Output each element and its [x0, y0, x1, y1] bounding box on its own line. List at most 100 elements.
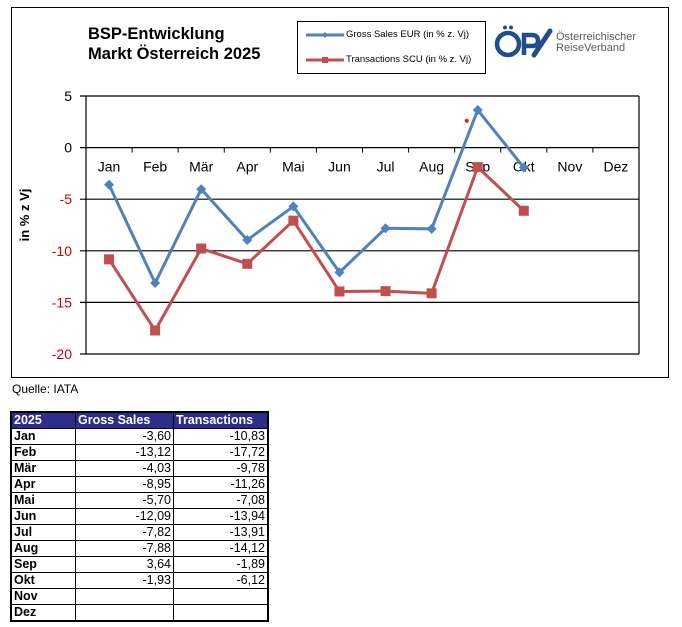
data-point-marker	[150, 325, 161, 336]
data-point-marker	[196, 243, 207, 254]
table-cell-month: Mai	[10, 492, 76, 509]
chart-title: BSP-Entwicklung Markt Österreich 2025	[88, 24, 260, 64]
annotation-dot	[464, 118, 469, 123]
data-point-marker	[518, 162, 529, 173]
chart-annotations	[464, 118, 469, 123]
table-header-transactions: Transactions	[173, 411, 269, 429]
data-point-marker	[334, 286, 345, 297]
table-cell-transactions: -7,08	[173, 492, 269, 509]
table-cell-gross-sales: -7,88	[75, 540, 174, 557]
table-row: Feb -13,12 -17,72	[10, 444, 269, 461]
table-header-year: 2025	[10, 411, 76, 429]
y-tick-label: -20	[52, 346, 72, 362]
orv-logo-line2: ReiseVerband	[556, 42, 626, 54]
legend-line-square-icon	[306, 56, 344, 63]
table-cell-transactions: -17,72	[173, 444, 269, 461]
chart-frame	[11, 7, 669, 378]
data-point-marker	[104, 254, 115, 265]
source-note: Quelle: IATA	[12, 382, 79, 396]
table-row: Okt -1,93 -6,12	[10, 572, 269, 589]
series-transactions	[104, 162, 529, 336]
table-cell-month: Jun	[10, 508, 76, 525]
table-cell-month: Jan	[10, 428, 76, 445]
x-tick-label: Nov	[557, 159, 582, 175]
table-cell-month: Sep	[10, 556, 76, 573]
data-point-marker	[380, 286, 391, 297]
table-cell-month: Jul	[10, 524, 76, 541]
data-point-marker	[150, 277, 161, 288]
y-tick-label: -10	[52, 243, 72, 259]
data-point-marker	[196, 184, 207, 195]
data-point-marker	[288, 215, 299, 226]
series-line	[107, 165, 525, 332]
table-cell-transactions: -13,94	[173, 508, 269, 525]
legend-item-transactions: Transactions SCU (in % z. Vj)	[306, 54, 471, 65]
x-tick-label: Feb	[143, 159, 167, 175]
table-row: Aug -7,88 -14,12	[10, 540, 269, 557]
table-cell-transactions: -11,26	[173, 476, 269, 493]
orv-logo-text: Österreichischer ReiseVerband	[556, 32, 636, 54]
x-tick-label: Apr	[236, 159, 258, 175]
chart-gridlines	[80, 95, 640, 355]
table-header-row: 2025 Gross Sales Transactions	[10, 411, 269, 429]
table-cell-gross-sales: -3,60	[75, 428, 174, 445]
table-row: Jun -12,09 -13,94	[10, 508, 269, 525]
series-gross-sales	[104, 105, 529, 288]
table-cell-gross-sales	[75, 604, 174, 622]
data-point-marker	[380, 223, 391, 234]
table-cell-transactions: -10,83	[173, 428, 269, 445]
legend-item-gross-sales: Gross Sales EUR (in % z. Vj)	[306, 29, 469, 40]
table-cell-month: Feb	[10, 444, 76, 461]
orv-logo-mark-icon	[494, 25, 553, 58]
legend-label-transactions: Transactions SCU (in % z. Vj)	[346, 54, 472, 65]
x-tick-label: Jul	[377, 159, 395, 175]
data-point-marker	[334, 267, 345, 278]
table-cell-transactions	[173, 588, 269, 605]
table-cell-transactions: -6,12	[173, 572, 269, 589]
chart-title-line2: Markt Österreich 2025	[88, 45, 261, 63]
x-tick-label: Mär	[189, 159, 213, 175]
table-row: Mär -4,03 -9,78	[10, 460, 269, 477]
data-point-marker	[104, 179, 115, 190]
chart-series	[104, 105, 529, 336]
table-cell-gross-sales: -5,70	[75, 492, 174, 509]
x-tick-label: Aug	[419, 159, 444, 175]
table-cell-gross-sales: -12,09	[75, 508, 174, 525]
x-axis-tick-labels: JanFebMärAprMaiJunJulAugSepOktNovDez	[98, 159, 629, 175]
x-tick-label: Jun	[328, 159, 351, 175]
data-point-marker	[518, 205, 529, 216]
table-cell-month: Okt	[10, 572, 76, 589]
table-row: Dez	[10, 604, 269, 622]
data-point-marker	[472, 162, 483, 173]
line-chart: 50-5-10-15-20 JanFebMärAprMaiJunJulAugSe…	[17, 88, 640, 362]
x-tick-label: Dez	[604, 159, 629, 175]
data-point-marker	[242, 258, 253, 269]
table-cell-transactions: -14,12	[173, 540, 269, 557]
data-point-marker	[288, 201, 299, 212]
y-tick-label: -15	[52, 294, 72, 310]
table-row: Jul -7,82 -13,91	[10, 524, 269, 541]
table-cell-month: Dez	[10, 604, 76, 622]
table-row: Nov	[10, 588, 269, 605]
legend-line-diamond-icon	[306, 31, 344, 38]
orv-logo-line1: Österreichischer	[556, 31, 637, 43]
chart-legend: Gross Sales EUR (in % z. Vj) Transaction…	[297, 21, 486, 74]
table-cell-gross-sales: -1,93	[75, 572, 174, 589]
table-header-gross-sales: Gross Sales	[75, 411, 174, 429]
table-cell-gross-sales: -13,12	[75, 444, 174, 461]
table-cell-month: Mär	[10, 460, 76, 477]
data-point-marker	[472, 105, 483, 116]
table-cell-gross-sales	[75, 588, 174, 605]
table-cell-transactions	[173, 604, 269, 622]
y-tick-label: 5	[64, 88, 72, 104]
table-cell-gross-sales: -4,03	[75, 460, 174, 477]
y-tick-label: 0	[64, 140, 72, 156]
table-row: Jan -3,60 -10,83	[10, 428, 269, 445]
table-row: Mai -5,70 -7,08	[10, 492, 269, 509]
y-tick-label: -5	[60, 191, 73, 207]
x-tick-label: Mai	[282, 159, 305, 175]
data-point-marker	[242, 234, 253, 245]
table-cell-gross-sales: 3,64	[75, 556, 174, 573]
data-table: 2025 Gross Sales Transactions Jan -3,60 -1…	[10, 411, 269, 622]
table-cell-month: Nov	[10, 588, 76, 605]
